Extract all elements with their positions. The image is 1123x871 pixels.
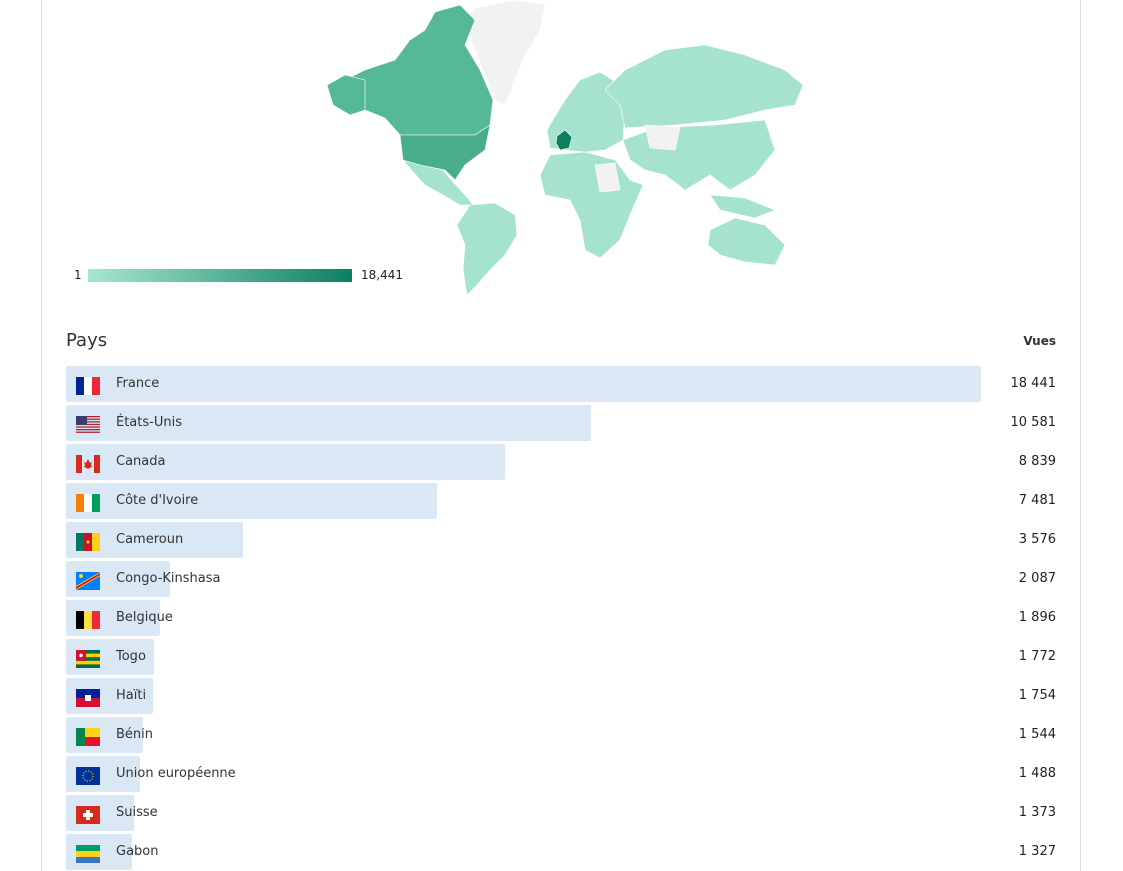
stats-card [41,0,1081,871]
country-views: 1 327 [1018,844,1056,859]
flag-ht-icon [76,689,100,707]
map-central-asia-no-data [644,124,681,151]
country-row[interactable]: Cameroun 3 576 [66,522,1056,558]
flag-ca-icon [76,455,100,473]
country-views: 10 581 [1010,415,1057,430]
map-russia [604,44,804,129]
country-bar [66,483,437,519]
flag-be-icon [76,611,100,629]
country-name[interactable]: États-Unis [116,415,182,430]
flag-bj-icon [76,728,100,746]
country-name[interactable]: Canada [116,454,166,469]
country-row[interactable]: Canada 8 839 [66,444,1056,480]
country-bar [66,405,591,441]
flag-ci-icon [76,494,100,512]
country-views: 1 754 [1018,688,1056,703]
country-name[interactable]: Suisse [116,805,158,820]
country-name[interactable]: Gabon [116,844,159,859]
flag-us-icon [76,416,100,433]
legend-max: 18,441 [361,268,403,282]
map-canada [344,4,494,136]
flag-tg-icon [76,650,100,668]
legend-min: 1 [74,268,82,282]
country-views: 1 373 [1018,805,1056,820]
country-views: 1 544 [1018,727,1056,742]
country-views: 3 576 [1018,532,1056,547]
country-views: 7 481 [1018,493,1056,508]
country-name[interactable]: Belgique [116,610,173,625]
country-name[interactable]: Congo-Kinshasa [116,571,221,586]
map-southeast-asia [709,194,776,219]
country-bar [66,366,981,402]
map-greenland [464,0,546,106]
country-row[interactable]: Togo 1 772 [66,639,1056,675]
value-header[interactable]: Vues [1023,334,1056,348]
map-south-america [456,202,518,296]
legend-gradient [88,269,352,282]
country-row[interactable]: Gabon 1 327 [66,834,1056,870]
country-views: 1 896 [1018,610,1056,625]
country-name[interactable]: Côte d'Ivoire [116,493,199,508]
world-map[interactable] [325,0,805,296]
country-row[interactable]: Côte d'Ivoire 7 481 [66,483,1056,519]
flag-cd-icon [76,572,100,590]
map-australia [707,217,786,266]
country-list: France 18 441 États-Unis 10 581 Canada 8 839 C… [66,366,1056,871]
flag-ch-icon [76,806,100,824]
country-row[interactable]: États-Unis 10 581 [66,405,1056,441]
map-sahara-no-data [594,162,621,193]
country-row[interactable]: Belgique 1 896 [66,600,1056,636]
flag-fr-icon [76,377,100,395]
flag-ga-icon [76,845,100,863]
country-views: 18 441 [1010,376,1057,391]
country-row[interactable]: Haïti 1 754 [66,678,1056,714]
country-bar [66,444,505,480]
country-row[interactable]: Congo-Kinshasa 2 087 [66,561,1056,597]
country-row[interactable]: France 18 441 [66,366,1056,402]
map-africa [539,151,644,259]
country-views: 1 772 [1018,649,1056,664]
map-france [555,129,573,151]
map-asia [622,119,776,191]
country-views: 2 087 [1018,571,1056,586]
map-alaska [326,74,366,116]
country-name[interactable]: France [116,376,160,391]
country-views: 1 488 [1018,766,1056,781]
country-name[interactable]: Bénin [116,727,154,742]
country-views: 8 839 [1018,454,1056,469]
country-name[interactable]: Togo [116,649,146,664]
country-name[interactable]: Haïti [116,688,147,703]
country-row[interactable]: Bénin 1 544 [66,717,1056,753]
country-name[interactable]: Union européenne [116,766,236,781]
table-title: Pays [66,330,108,351]
flag-cm-icon [76,533,100,551]
country-name[interactable]: Cameroun [116,532,184,547]
flag-eu-icon [76,767,100,785]
country-row[interactable]: Union européenne 1 488 [66,756,1056,792]
country-row[interactable]: Suisse 1 373 [66,795,1056,831]
